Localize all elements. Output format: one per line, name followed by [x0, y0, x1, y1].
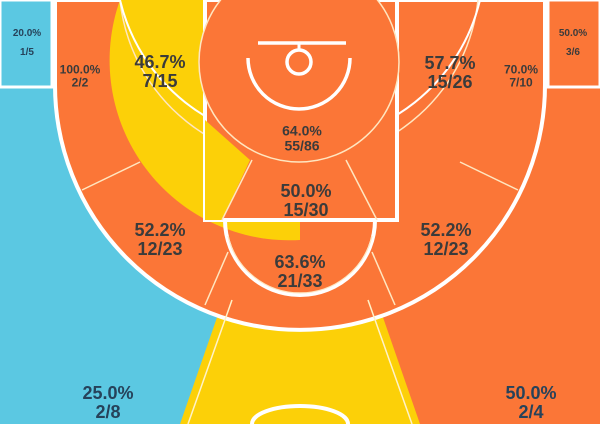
- zone-label-left-wing-3: 25.0% 2/8: [82, 383, 134, 422]
- zone-restricted-area[interactable]: [198, 0, 400, 163]
- zone-label-left-elbow-mid: 52.2% 12/23: [134, 220, 186, 259]
- zone-label-right-wing-3: 50.0% 2/4: [505, 383, 557, 422]
- zone-label-right-baseline-mid-inner: 57.7% 15/26: [424, 53, 476, 92]
- rim: [285, 48, 313, 76]
- zone-label-restricted-area: 64.0% 55/86: [282, 122, 322, 153]
- zone-label-right-corner-3: 50.0% 3/6: [558, 28, 588, 58]
- zone-label-top-key-mid: 63.6% 21/33: [274, 252, 326, 291]
- zone-label-left-baseline-mid-inner: 46.7% 7/15: [134, 52, 186, 91]
- zone-label-paint: 50.0% 15/30: [280, 181, 332, 220]
- zone-label-left-corner-3: 20.0% 1/5: [12, 28, 42, 58]
- zone-left-corner-3[interactable]: [0, 0, 54, 89]
- zone-right-corner-3[interactable]: [546, 0, 600, 89]
- zone-label-left-baseline-mid-outer: 100.0% 2/2: [59, 62, 101, 89]
- zone-label-right-elbow-mid: 52.2% 12/23: [420, 220, 472, 259]
- zone-label-right-baseline-mid-outer: 70.0% 7/10: [503, 62, 539, 89]
